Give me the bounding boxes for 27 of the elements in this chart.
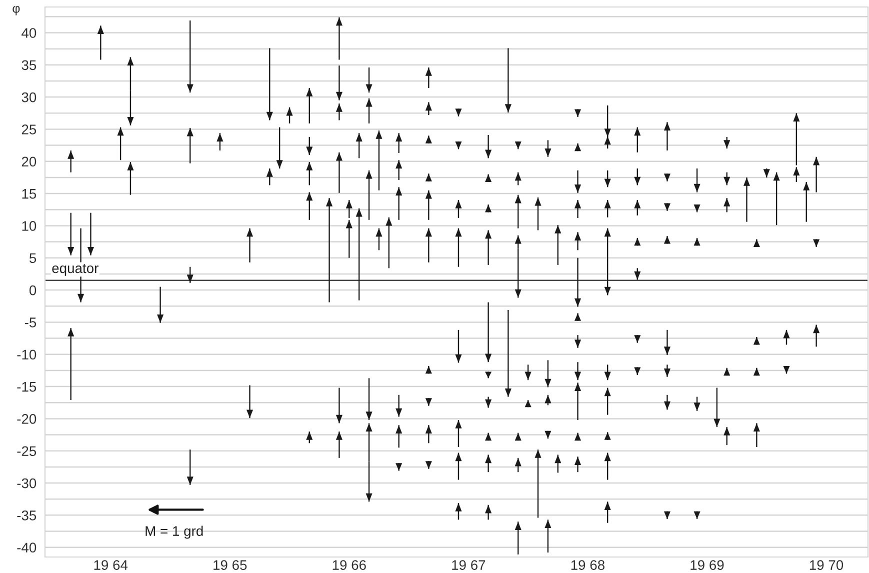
x-tick-label: 19 68: [571, 560, 604, 570]
annotation: M = 1 grd: [146, 526, 203, 539]
y-tick-label: 40: [22, 28, 36, 38]
y-tick-label: 25: [22, 124, 36, 134]
y-axis-title: φ: [12, 6, 20, 16]
y-tick-label: 10: [22, 221, 36, 231]
x-tick-label: 19 64: [94, 560, 128, 570]
y-tick-label: -40: [17, 542, 36, 553]
x-tick-label: 19 67: [452, 560, 486, 570]
y-tick-label: 15: [22, 189, 36, 199]
x-tick-label: 19 70: [810, 560, 844, 570]
y-tick-label: -5: [24, 318, 36, 328]
y-tick-label: 20: [22, 156, 36, 167]
x-tick-label: 19 69: [690, 560, 724, 570]
y-tick-label: -15: [17, 382, 36, 392]
y-tick-label: 35: [22, 60, 36, 70]
x-tick-label: 19 65: [214, 560, 247, 570]
y-tick-label: -35: [17, 510, 36, 520]
x-tick-label: 19 66: [332, 560, 366, 570]
y-tick-label: 30: [22, 92, 36, 102]
y-tick-label: -10: [17, 350, 36, 360]
y-tick-label: -30: [17, 478, 36, 488]
y-tick-label: -20: [17, 414, 36, 424]
y-tick-label: 0: [29, 285, 36, 296]
y-tick-label: 5: [30, 253, 36, 264]
y-tick-label: -25: [17, 446, 36, 456]
ref-line-label: equator: [52, 264, 98, 276]
